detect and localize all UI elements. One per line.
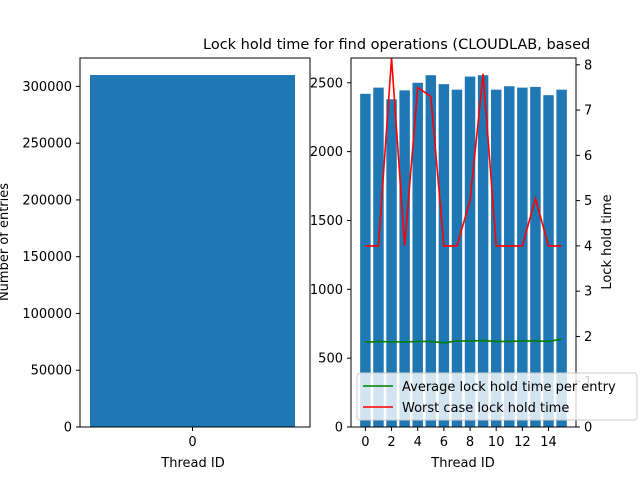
secondary-y-tick-label: 2: [584, 330, 592, 345]
right-bar: [412, 82, 423, 428]
right-y-tick-label: 1500: [310, 214, 343, 229]
left-x-tick-label: 0: [188, 435, 196, 450]
legend-box: [356, 372, 638, 421]
right-bar: [438, 84, 450, 427]
left-y-tick-label: 250000: [22, 137, 72, 152]
left-y-tick-label: 200000: [22, 193, 72, 208]
secondary-y-tick-label: 0: [584, 421, 592, 436]
left-bars-group: [90, 75, 295, 428]
right-bar: [477, 75, 489, 428]
left-x-axis-label: Thread ID: [160, 456, 224, 471]
right-secondary-y-ticks: 012345678: [576, 58, 592, 436]
secondary-y-axis-label: Lock hold time: [600, 194, 615, 289]
right-bar: [504, 86, 515, 428]
right-bar: [464, 76, 476, 428]
secondary-y-tick-label: 6: [584, 149, 592, 164]
right-y-tick-label: 0: [335, 421, 343, 436]
left-y-tick-label: 300000: [22, 80, 72, 95]
right-x-tick-label: 6: [440, 435, 448, 450]
secondary-y-tick-label: 4: [584, 239, 592, 254]
right-bar: [399, 90, 410, 427]
legend-label-average: Average lock hold time per entry: [402, 380, 616, 395]
left-y-ticks: 0 50000 100000 150000 200000 250000 300000: [22, 80, 80, 436]
right-bar: [360, 93, 371, 427]
right-y-tick-label: 2500: [310, 76, 343, 91]
right-x-tick-label: 4: [414, 435, 422, 450]
right-bar: [543, 95, 554, 427]
right-x-tick-label: 14: [540, 435, 557, 450]
right-bars-group: [360, 75, 567, 428]
average-lock-hold-line: [365, 338, 562, 344]
left-y-tick-label: 150000: [22, 250, 72, 265]
left-y-axis-label: Number of entries: [0, 183, 12, 301]
right-x-axis-label: Thread ID: [430, 456, 494, 471]
right-y-tick-label: 1000: [310, 283, 343, 298]
secondary-y-tick-label: 8: [584, 58, 592, 73]
right-y-tick-label: 500: [318, 352, 343, 367]
right-y-ticks: 0 500 1000 1500 2000 2500: [310, 76, 351, 436]
worst-case-lock-hold-line: [365, 57, 562, 247]
right-subplot: 0 500 1000 1500 2000 2500 0 12 3 4 5 6 7 8 0 2 4 6 8 10 12…: [203, 37, 638, 471]
right-y-tick-label: 2000: [310, 145, 343, 160]
right-x-ticks: 0 2 4 6 8 10 12 14: [361, 427, 557, 450]
left-axes-frame: [79, 57, 311, 428]
right-axes-frame: [350, 57, 577, 428]
secondary-y-tick-label: 7: [584, 104, 592, 119]
right-x-tick-label: 8: [466, 435, 474, 450]
right-bar: [490, 89, 502, 427]
right-bar: [373, 87, 384, 428]
right-bar: [556, 89, 567, 427]
left-y-tick-label: 100000: [22, 307, 72, 322]
left-bar: [90, 75, 295, 428]
right-bar: [530, 86, 541, 427]
right-x-tick-label: 12: [514, 435, 531, 450]
left-y-tick-label: 50000: [31, 364, 72, 379]
right-x-tick-label: 0: [361, 435, 369, 450]
legend: Average lock hold time per entry Worst c…: [356, 372, 638, 421]
right-bar: [517, 87, 528, 428]
left-subplot: 0 50000 100000 150000 200000 250000 300000 0 T…: [0, 57, 311, 471]
right-bar: [386, 99, 397, 427]
legend-label-worst: Worst case lock hold time: [402, 401, 569, 416]
secondary-y-tick-label: 5: [584, 194, 592, 209]
right-lines-group: [365, 57, 562, 344]
right-x-tick-label: 10: [488, 435, 505, 450]
secondary-y-tick-label: 3: [584, 285, 592, 300]
right-bar: [425, 75, 437, 428]
left-x-ticks: 0: [188, 427, 197, 450]
left-y-tick-label: 0: [64, 421, 72, 436]
right-bar: [451, 89, 463, 427]
right-x-tick-label: 2: [387, 435, 395, 450]
chart-title: Lock hold time for find operations (CLOU…: [203, 37, 590, 53]
